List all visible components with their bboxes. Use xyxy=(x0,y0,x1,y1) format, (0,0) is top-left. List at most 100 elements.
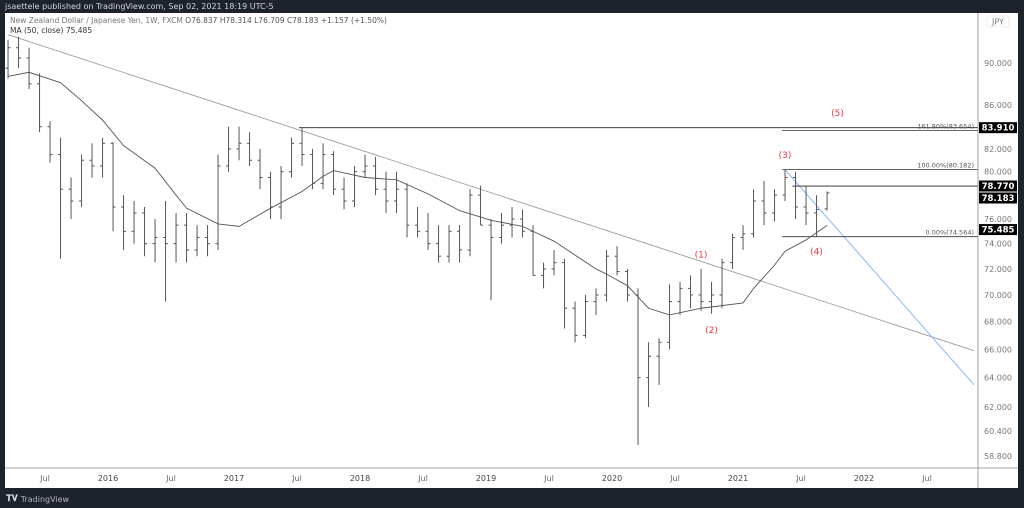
time-tick-label: 2018 xyxy=(350,474,370,483)
ohlc-bar xyxy=(215,154,221,250)
publisher-line: jsaettele published on TradingView.com, … xyxy=(5,2,274,11)
wave-label: (4) xyxy=(810,248,823,258)
time-tick-label: Jul xyxy=(291,474,302,483)
open-value: O76.837 xyxy=(185,16,218,25)
ohlc-bar xyxy=(341,177,347,210)
ohlc-bar xyxy=(509,206,515,238)
badge-label: 78.183 xyxy=(982,194,1015,204)
ohlc-bar xyxy=(719,258,725,309)
price-tick-label: 62.000 xyxy=(984,403,1012,412)
chart-panel[interactable] xyxy=(5,13,1018,488)
wave-label: (1) xyxy=(695,250,708,260)
ohlc-bar xyxy=(656,338,662,385)
ohlc-bar xyxy=(205,225,211,257)
ohlc-bar xyxy=(520,209,526,238)
ohlc-bar xyxy=(499,213,505,244)
ohlc-bar xyxy=(541,262,547,289)
price-tick-label: 74.000 xyxy=(984,240,1012,249)
ohlc-bar xyxy=(751,189,757,238)
ohlc-bar xyxy=(37,73,43,133)
fib-level-label: 100.00%(80.182) xyxy=(917,162,974,170)
ohlc-bar xyxy=(79,154,85,207)
ohlc-bar xyxy=(709,281,715,314)
price-axis[interactable]: 90.000 86.000 82.000 80.000 76.000 74.000 72.0… xyxy=(984,59,1012,461)
tradingview-logo-icon: 𝐓𝐕 xyxy=(6,494,18,504)
wave-label: (3) xyxy=(779,151,792,161)
ohlc-bar xyxy=(614,246,620,276)
ohlc-bar xyxy=(100,137,106,178)
price-badge: 75.485 xyxy=(979,224,1017,236)
ohlc-bar xyxy=(646,342,652,407)
ohlc-bar xyxy=(394,171,400,214)
time-tick-label: Jul xyxy=(543,474,554,483)
ohlc-bar xyxy=(467,189,473,257)
price-tick-label: 72.000 xyxy=(984,265,1012,274)
time-tick-label: 2021 xyxy=(728,474,748,483)
time-tick-label: 2020 xyxy=(602,474,622,483)
time-axis[interactable]: Jul 2016 Jul 2017 Jul 2018 Jul 2019 Jul 2020 Jul 20… xyxy=(39,474,932,483)
chart-legend: New Zealand Dollar / Japanese Yen, 1W, F… xyxy=(10,16,387,36)
ohlc-bar xyxy=(488,219,494,301)
ohlc-bar xyxy=(194,225,200,257)
time-tick-label: 2022 xyxy=(854,474,874,483)
ohlc-bar xyxy=(331,151,337,196)
ma-label[interactable]: MA (50, close) xyxy=(10,26,64,35)
ohlc-bar xyxy=(373,156,379,196)
badge-background xyxy=(979,224,1017,236)
low-value: L76.709 xyxy=(254,16,285,25)
ohlc-bar xyxy=(299,127,305,166)
ohlc-bar xyxy=(415,206,421,238)
ohlc-bar xyxy=(688,275,694,309)
price-tick-label: 82.000 xyxy=(984,145,1012,154)
fib-level-label: 0.00%(74.564) xyxy=(926,229,974,237)
ohlc-bar xyxy=(278,165,284,220)
ohlc-bar xyxy=(436,225,442,263)
ohlc-bar xyxy=(404,183,410,238)
ohlc-bar xyxy=(572,301,578,343)
ohlc-bar xyxy=(740,225,746,250)
time-tick-label: Jul xyxy=(39,474,50,483)
time-tick-label: Jul xyxy=(165,474,176,483)
price-tick-label: 68.000 xyxy=(984,318,1012,327)
ma50-line xyxy=(7,71,828,316)
ohlc-bar xyxy=(121,195,127,250)
badge-background xyxy=(979,180,1017,192)
currency-badge[interactable]: JPY xyxy=(986,15,1010,28)
ohlc-bar xyxy=(142,206,148,257)
ohlc-bar xyxy=(110,142,116,232)
ohlc-bar xyxy=(289,137,295,178)
time-tick-label: Jul xyxy=(921,474,932,483)
time-tick-label: 2016 xyxy=(98,474,118,483)
ohlc-bar xyxy=(26,47,32,90)
symbol-description: New Zealand Dollar / Japanese Yen, 1W, F… xyxy=(10,16,183,25)
ohlc-bar xyxy=(131,201,137,244)
ohlc-bar xyxy=(457,225,463,263)
ohlc-bar xyxy=(173,213,179,263)
ohlc-bar xyxy=(635,288,641,445)
currency-label: JPY xyxy=(991,18,1004,27)
ohlc-bar xyxy=(184,213,190,263)
ohlc-bar xyxy=(226,126,232,172)
ohlc-bar xyxy=(163,201,169,302)
wave-label: (2) xyxy=(705,326,718,336)
ohlc-bar xyxy=(268,171,274,220)
ohlc-bar xyxy=(478,185,484,226)
price-badge: 78.183 xyxy=(979,192,1017,204)
ma-value: 75.485 xyxy=(65,26,93,35)
wave-label: (5) xyxy=(831,109,844,119)
badge-background xyxy=(979,192,1017,204)
change-value: +1.157 (+1.50%) xyxy=(320,16,387,25)
price-tick-label: 58.800 xyxy=(984,452,1012,461)
high-value: H78.314 xyxy=(219,16,252,25)
time-tick-label: Jul xyxy=(669,474,680,483)
ohlc-bar xyxy=(583,294,589,339)
price-badge: 78.770 xyxy=(979,180,1017,192)
ohlc-bar xyxy=(604,249,610,302)
ohlc-bar xyxy=(551,249,557,276)
ohlc-bar xyxy=(667,284,673,350)
ohlc-bar xyxy=(803,185,809,226)
price-tick-label: 80.000 xyxy=(984,168,1012,177)
badge-label: 83.910 xyxy=(982,124,1015,134)
ohlc-bar xyxy=(625,268,631,302)
